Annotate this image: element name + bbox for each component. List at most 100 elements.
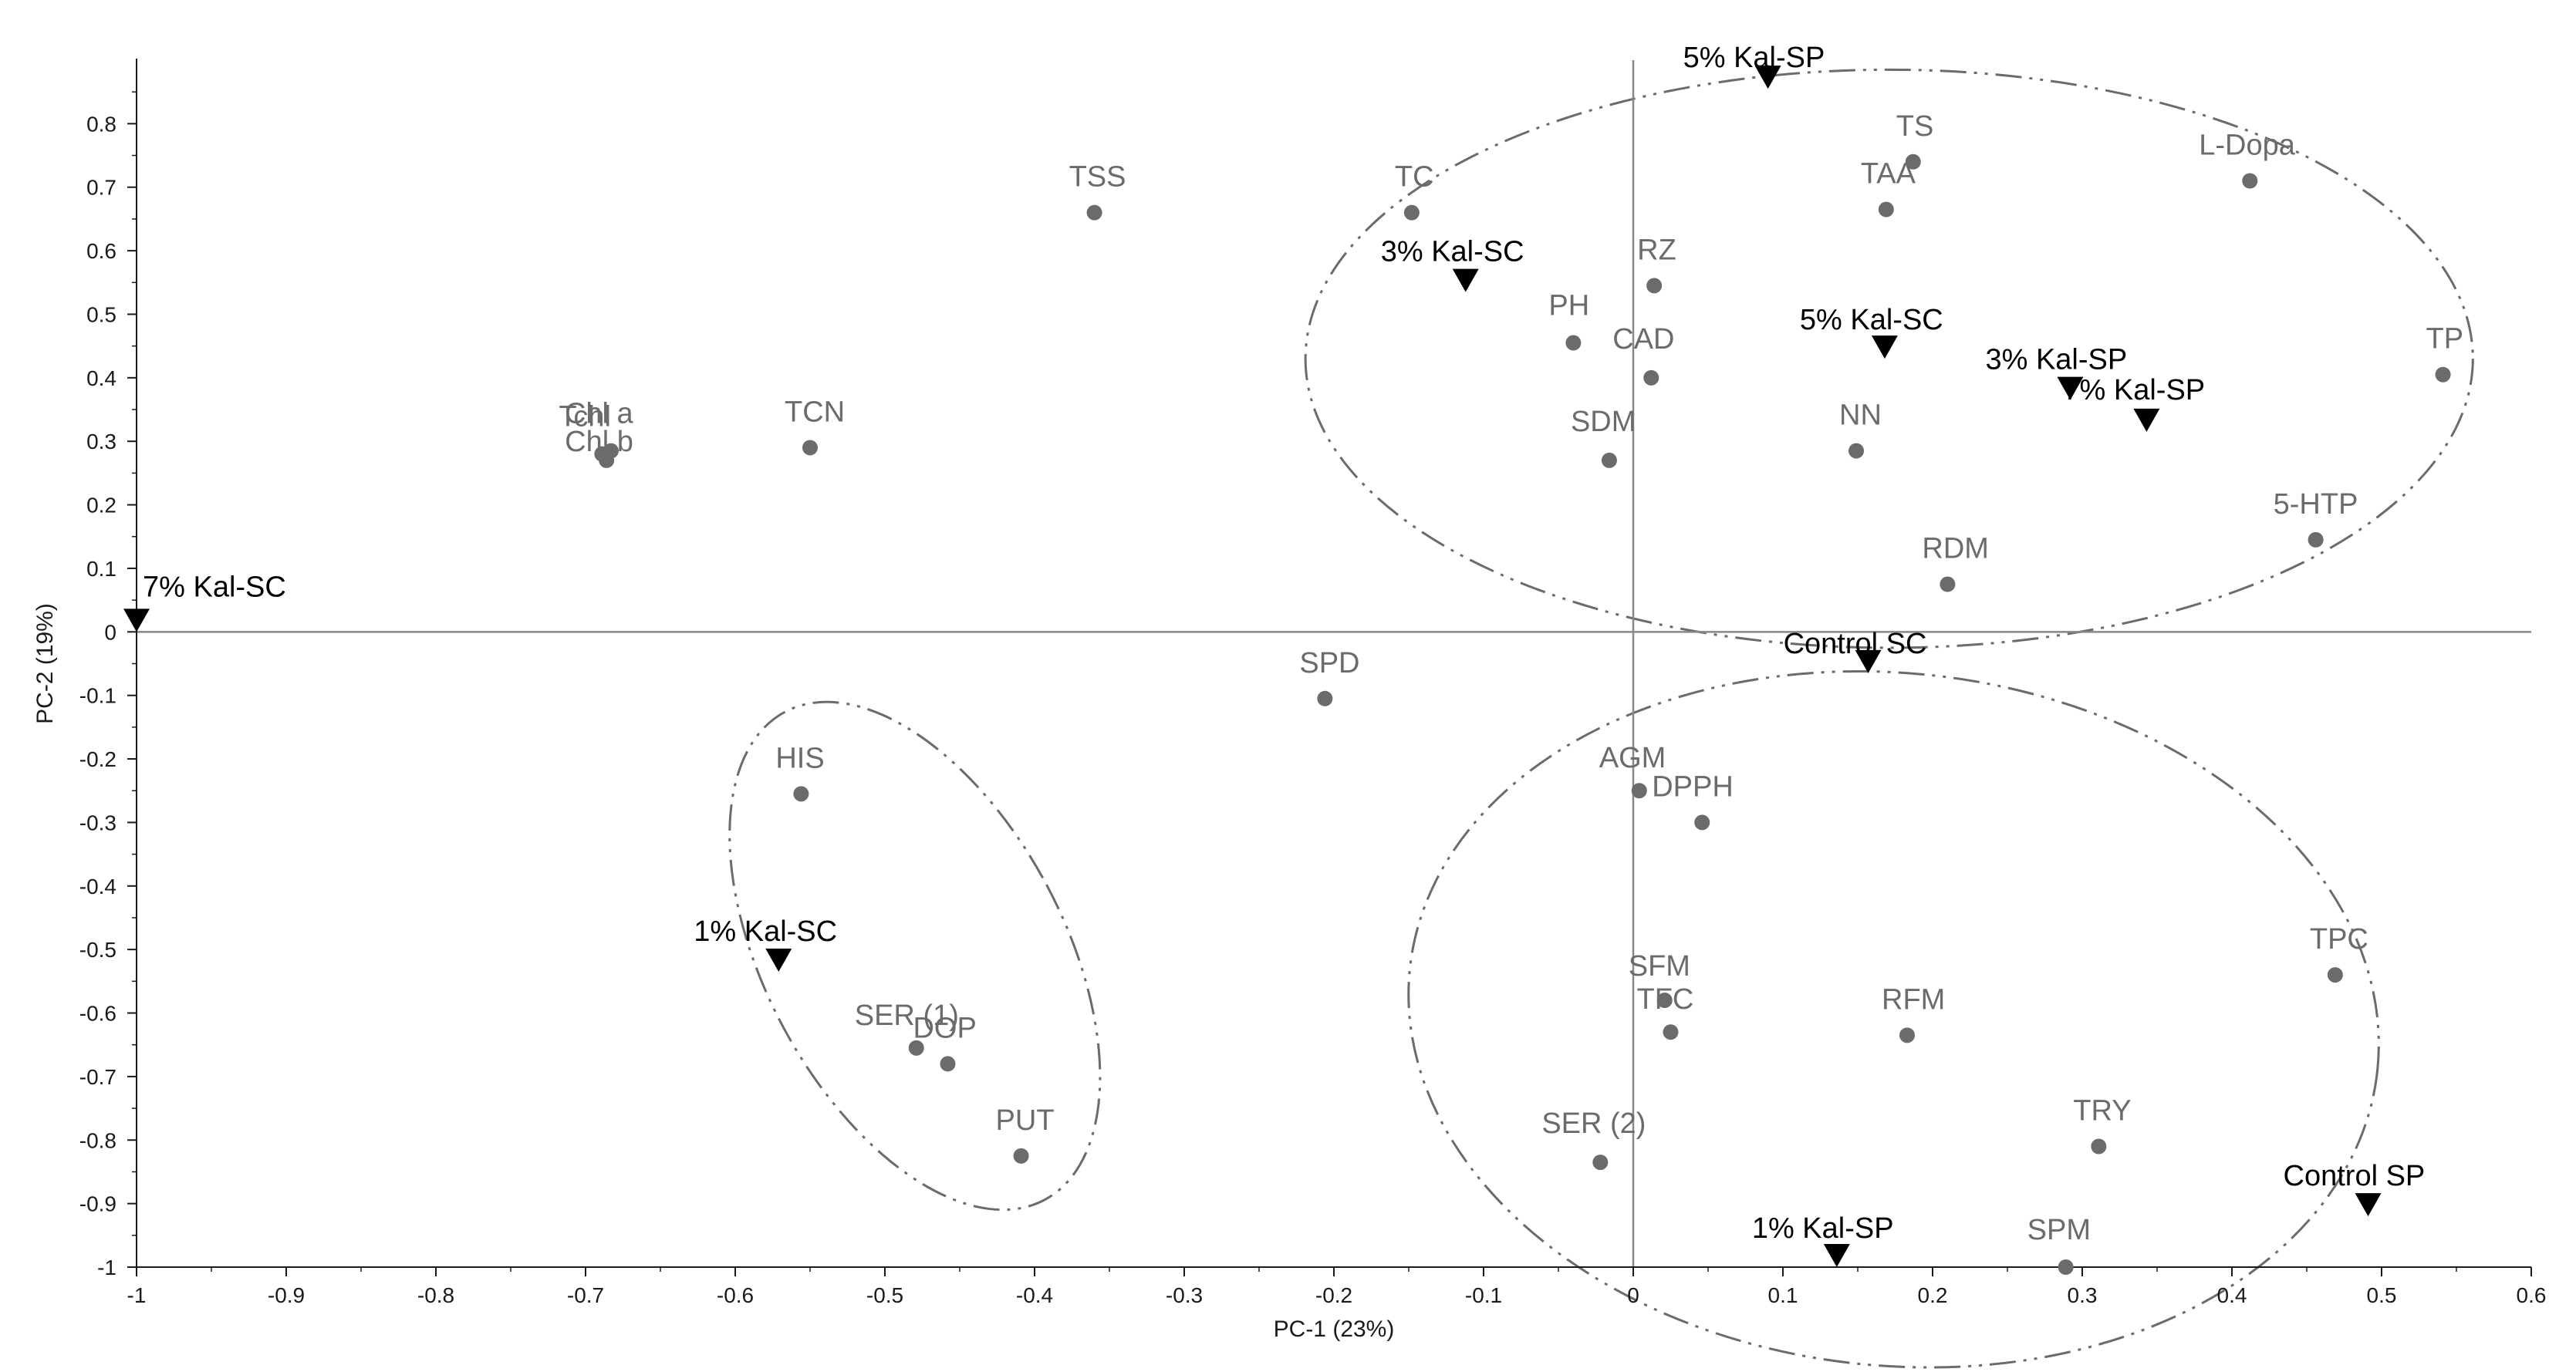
variable-point-agm (1631, 783, 1647, 799)
variable-point-put (1013, 1148, 1029, 1164)
y-tick-label: 0.6 (86, 239, 116, 263)
variable-point-dop (940, 1056, 956, 1072)
y-tick-label: 0.3 (86, 430, 116, 453)
treatment-label-1-kal-sp: 1% Kal-SP (1752, 1212, 1894, 1245)
variable-point-sdm (1601, 452, 1617, 468)
treatment-marker-3-kal-sp (2057, 376, 2084, 400)
treatment-label-3-kal-sp: 3% Kal-SP (1985, 344, 2127, 376)
variable-label-agm: AGM (1599, 742, 1666, 774)
treatment-label-control-sp: Control SP (2284, 1160, 2426, 1192)
x-tick-label: -0.6 (717, 1283, 754, 1307)
variable-label-tchl: Tchl (559, 401, 611, 433)
treatment-marker-1-kal-sc (765, 948, 792, 972)
y-tick-label: 0 (104, 620, 116, 644)
variable-point-tpc (2327, 967, 2343, 983)
treatment-label-5-kal-sc: 5% Kal-SC (1800, 304, 1943, 336)
y-tick-label: -0.4 (79, 875, 116, 898)
variable-label-rfm: RFM (1882, 983, 1945, 1016)
x-tick-label: 0.2 (1918, 1283, 1948, 1307)
x-tick-label: -0.1 (1465, 1283, 1502, 1307)
variable-label-dop: DOP (913, 1012, 976, 1044)
variable-label-tfc: TFC (1637, 983, 1694, 1016)
x-tick-label: 0.5 (2367, 1283, 2397, 1307)
variable-point-ser-1 (908, 1040, 924, 1056)
variable-label-cad: CAD (1612, 323, 1674, 356)
y-tick-label: -0.2 (79, 747, 116, 771)
treatment-label-7-kal-sc: 7% Kal-SC (143, 571, 286, 603)
variable-point-ser-2 (1592, 1155, 1609, 1171)
treatment-marker-1-kal-sp (1823, 1244, 1850, 1267)
variable-label-l-dopa: L-Dopa (2199, 130, 2295, 162)
y-axis-title: PC-2 (19%) (32, 603, 58, 724)
variable-point-tcn (802, 440, 818, 456)
treatment-label-5-kal-sp: 5% Kal-SP (1683, 42, 1825, 74)
variable-point-taa (1878, 201, 1894, 217)
variable-point-ph (1565, 335, 1582, 351)
y-tick-label: 0.7 (86, 176, 116, 200)
variable-point-tss (1086, 204, 1102, 221)
variable-point-spm (2058, 1259, 2074, 1275)
x-tick-label: -1 (127, 1283, 147, 1307)
y-tick-label: 0.2 (86, 494, 116, 517)
variable-label-rz: RZ (1637, 234, 1676, 266)
variable-point-tchl (594, 446, 610, 462)
y-tick-label: 0.5 (86, 302, 116, 326)
variable-point-rfm (1899, 1027, 1916, 1043)
y-tick-label: -0.6 (79, 1002, 116, 1026)
x-tick-label: -0.9 (268, 1283, 305, 1307)
treatment-marker-control-sc (1855, 649, 1882, 673)
y-tick-label: -1 (97, 1256, 116, 1279)
variable-label-sdm: SDM (1571, 406, 1636, 438)
variable-label-ph: PH (1548, 290, 1589, 322)
variable-point-spd (1317, 690, 1333, 706)
variable-point-cad (1643, 369, 1659, 386)
variable-label-5-htp: 5-HTP (2274, 488, 2358, 521)
variable-label-ts: TS (1896, 110, 1934, 143)
data-points (123, 66, 2451, 1275)
variable-label-ser-1: SER (1) (855, 1000, 959, 1032)
cluster-ellipses (728, 68, 2474, 1369)
x-tick-label: 0 (1627, 1283, 1639, 1307)
variable-label-tss: TSS (1069, 161, 1126, 194)
variable-point-rz (1646, 278, 1663, 294)
y-tick-label: -0.1 (79, 684, 116, 708)
treatment-label-1-kal-sc: 1% Kal-SC (694, 915, 837, 948)
x-tick-label: -0.8 (417, 1283, 454, 1307)
cluster-ellipse-1 (1304, 68, 2474, 649)
x-tick-label: 0.4 (2217, 1283, 2247, 1307)
variable-point-tfc (1663, 1024, 1679, 1040)
x-tick-label: -0.4 (1016, 1283, 1053, 1307)
variable-label-rdm: RDM (1922, 533, 1989, 565)
variable-point-his (793, 786, 809, 802)
variable-point-rdm (1940, 576, 1956, 592)
variable-point-tp (2435, 366, 2451, 383)
y-tick-label: 0.4 (86, 366, 116, 390)
treatment-label-7-kal-sp: 7% Kal-SP (2063, 374, 2205, 406)
variable-label-chl-a: Chl a (565, 398, 634, 430)
x-tick-label: 0.1 (1768, 1283, 1798, 1307)
x-tick-label: 0.3 (2068, 1283, 2098, 1307)
treatment-marker-5-kal-sp (1754, 66, 1781, 89)
variable-point-dpph (1694, 814, 1710, 831)
variable-label-ser-2: SER (2) (1541, 1107, 1646, 1140)
treatment-marker-control-sp (2355, 1193, 2382, 1217)
variable-label-his: HIS (775, 742, 824, 774)
variable-point-try (2091, 1138, 2107, 1155)
axes: -1 -0.9 -0.8 -0.7 -0.6 -0.5 -0.4 -0.3 -0.2 -0.1 0 0… (79, 59, 2546, 1307)
y-tick-label: -0.5 (79, 938, 116, 962)
treatment-label-control-sc: Control SC (1784, 628, 1927, 660)
treatment-marker-7-kal-sc (123, 608, 150, 632)
variable-point-tc (1403, 204, 1420, 221)
variable-label-chl-b: Chl b (565, 426, 633, 458)
y-tick-label: -0.3 (79, 811, 116, 834)
reference-lines (137, 60, 2531, 1267)
x-axis-title: PC-1 (23%) (1274, 1316, 1395, 1342)
x-tick-label: -0.3 (1166, 1283, 1203, 1307)
variable-point-l-dopa (2242, 173, 2258, 189)
treatment-label-3-kal-sc: 3% Kal-SC (1381, 236, 1524, 268)
x-tick-label: -0.5 (866, 1283, 903, 1307)
treatment-marker-7-kal-sp (2133, 408, 2160, 432)
variable-point-nn (1848, 443, 1865, 459)
